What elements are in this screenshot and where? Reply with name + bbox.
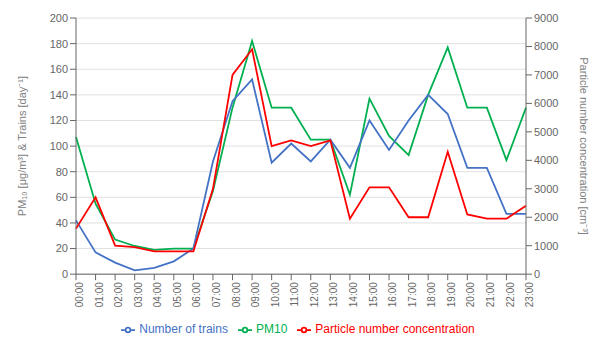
- svg-text:1000: 1000: [534, 240, 558, 252]
- svg-text:23:00: 23:00: [524, 282, 535, 307]
- svg-text:06:00: 06:00: [191, 282, 202, 307]
- svg-text:PM₁₀ [μg/m³] & Trains [day⁻¹]: PM₁₀ [μg/m³] & Trains [day⁻¹]: [16, 76, 28, 216]
- svg-text:120: 120: [50, 114, 68, 126]
- svg-text:00:00: 00:00: [74, 282, 85, 307]
- svg-text:02:00: 02:00: [113, 282, 124, 307]
- svg-text:12:00: 12:00: [309, 282, 320, 307]
- svg-text:7000: 7000: [534, 69, 558, 81]
- svg-text:3000: 3000: [534, 183, 558, 195]
- svg-text:05:00: 05:00: [172, 282, 183, 307]
- svg-text:13:00: 13:00: [328, 282, 339, 307]
- svg-text:19:00: 19:00: [446, 282, 457, 307]
- svg-text:11:00: 11:00: [289, 282, 300, 307]
- svg-text:09:00: 09:00: [250, 282, 261, 307]
- html-text:PM10: PM10: [256, 322, 288, 337]
- svg-text:200: 200: [50, 12, 68, 24]
- svg-text:01:00: 01:00: [94, 282, 105, 307]
- svg-text:03:00: 03:00: [133, 282, 144, 307]
- svg-text:10:00: 10:00: [270, 282, 281, 307]
- svg-text:2000: 2000: [534, 211, 558, 223]
- svg-text:6000: 6000: [534, 97, 558, 109]
- svg-text:4000: 4000: [534, 154, 558, 166]
- svg-text:180: 180: [50, 38, 68, 50]
- svg-text:40: 40: [56, 217, 68, 229]
- svg-text:140: 140: [50, 89, 68, 101]
- svg-text:21:00: 21:00: [485, 282, 496, 307]
- svg-text:07:00: 07:00: [211, 282, 222, 307]
- svg-text:60: 60: [56, 191, 68, 203]
- svg-text:Particle number concentration: Particle number concentration [cm⁻³]: [578, 57, 590, 235]
- svg-text:160: 160: [50, 63, 68, 75]
- svg-text:20:00: 20:00: [465, 282, 476, 307]
- svg-text:22:00: 22:00: [505, 282, 516, 307]
- svg-text:80: 80: [56, 166, 68, 178]
- svg-text:16:00: 16:00: [387, 282, 398, 307]
- svg-text:04:00: 04:00: [152, 282, 163, 307]
- svg-text:14:00: 14:00: [348, 282, 359, 307]
- svg-text:18:00: 18:00: [426, 282, 437, 307]
- svg-text:15:00: 15:00: [368, 282, 379, 307]
- svg-text:20: 20: [56, 242, 68, 254]
- svg-text:0: 0: [62, 268, 68, 280]
- svg-text:8000: 8000: [534, 40, 558, 52]
- svg-text:9000: 9000: [534, 12, 558, 24]
- svg-text:100: 100: [50, 140, 68, 152]
- html-text:Number of trains: Number of trains: [139, 322, 228, 337]
- svg-text:0: 0: [534, 268, 540, 280]
- html-text:Particle number concentration: Particle number concentration: [315, 322, 475, 337]
- svg-text:17:00: 17:00: [407, 282, 418, 307]
- svg-text:5000: 5000: [534, 126, 558, 138]
- svg-text:08:00: 08:00: [231, 282, 242, 307]
